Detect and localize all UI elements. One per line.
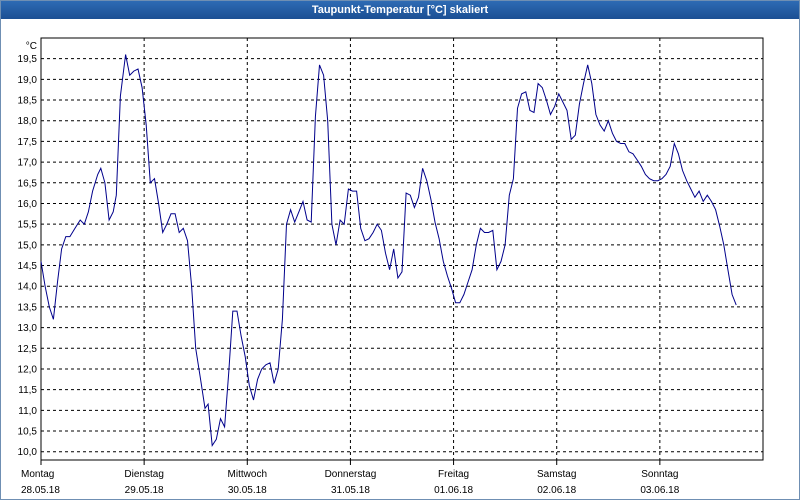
x-tick-day: Donnerstag bbox=[325, 469, 377, 480]
y-tick-label: 15,0 bbox=[18, 240, 38, 251]
x-tick-date: 30.05.18 bbox=[228, 485, 267, 496]
series-line-dewpoint bbox=[40, 54, 737, 447]
x-tick-date: 03.06.18 bbox=[640, 485, 679, 496]
plot-frame bbox=[40, 37, 764, 461]
x-tick-labels: Montag 28.05.18 Dienstag 29.05.18 Mittwoch 30… bbox=[21, 460, 680, 496]
x-tick-date: 31.05.18 bbox=[331, 485, 370, 496]
y-tick-labels: 10,0 10,5 11,0 11,5 12,0 12,5 13,0 13,5 14,0 14,5… bbox=[18, 54, 38, 458]
window-title: Taupunkt-Temperatur [°C] skaliert bbox=[1, 1, 799, 19]
y-tick-label: 12,5 bbox=[18, 344, 38, 355]
x-tick-day: Montag bbox=[21, 469, 54, 480]
y-tick-label: 13,0 bbox=[18, 323, 38, 334]
y-unit-label: °C bbox=[26, 41, 37, 52]
y-tick-label: 18,0 bbox=[18, 116, 38, 127]
x-tick-date: 02.06.18 bbox=[537, 485, 576, 496]
y-tick-label: 16,5 bbox=[18, 178, 38, 189]
y-tick-label: 17,5 bbox=[18, 137, 38, 148]
y-tick-label: 16,0 bbox=[18, 199, 38, 210]
x-tick-day: Samstag bbox=[537, 469, 576, 480]
y-tick-label: 14,5 bbox=[18, 261, 38, 272]
y-tick-label: 14,0 bbox=[18, 282, 38, 293]
x-tick-date: 01.06.18 bbox=[434, 485, 473, 496]
y-tick-label: 19,0 bbox=[18, 75, 38, 86]
y-tick-label: 19,5 bbox=[18, 54, 38, 65]
y-tick-label: 18,5 bbox=[18, 96, 38, 107]
y-tick-label: 10,5 bbox=[18, 427, 38, 438]
y-tick-label: 11,5 bbox=[18, 385, 37, 396]
x-tick-date: 29.05.18 bbox=[125, 485, 164, 496]
horizontal-gridlines bbox=[41, 58, 763, 453]
x-tick-date: 28.05.18 bbox=[21, 485, 60, 496]
x-tick-day: Mittwoch bbox=[228, 469, 267, 480]
y-tick-label: 13,5 bbox=[18, 302, 38, 313]
vertical-gridlines bbox=[143, 38, 661, 460]
y-tick-label: 17,0 bbox=[18, 158, 38, 169]
y-tick-label: 10,0 bbox=[18, 447, 38, 458]
y-tick-label: 11,0 bbox=[18, 406, 37, 417]
y-tick-label: 12,0 bbox=[18, 364, 38, 375]
x-tick-day: Freitag bbox=[438, 469, 469, 480]
y-tick-label: 15,5 bbox=[18, 220, 38, 231]
x-tick-day: Sonntag bbox=[641, 469, 678, 480]
x-tick-day: Dienstag bbox=[124, 469, 163, 480]
